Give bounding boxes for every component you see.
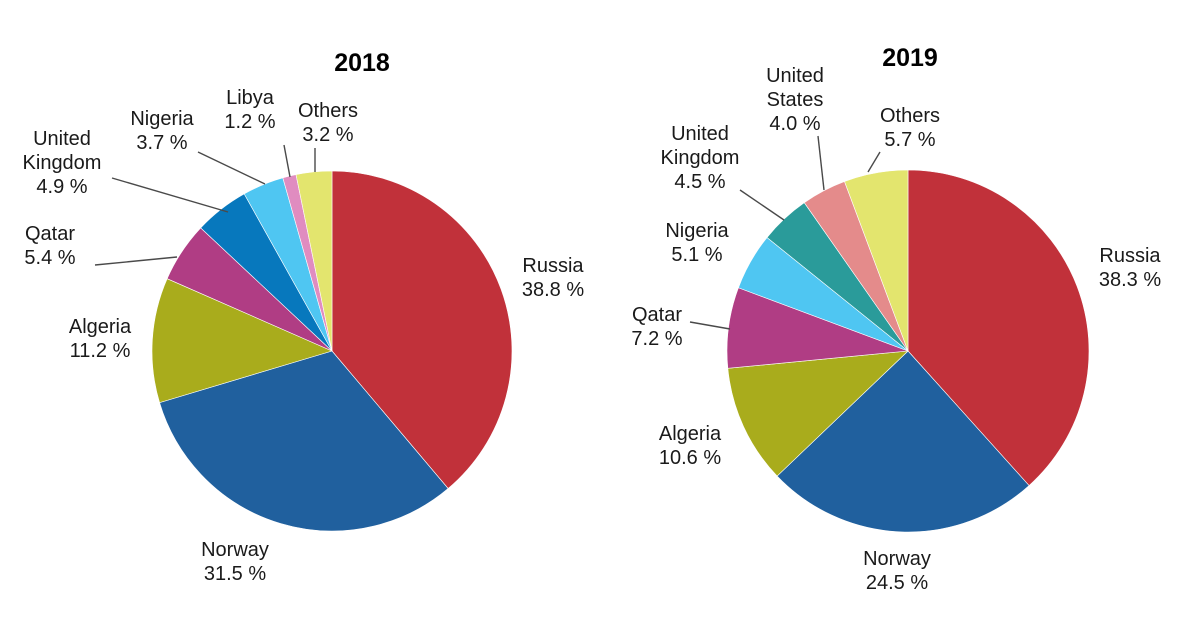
chart-title: 2019	[882, 44, 938, 72]
slice-value-label: 31.5 %	[204, 563, 266, 585]
leader-line	[197, 151, 266, 185]
slice-name-label: Norway	[863, 548, 931, 570]
slice-value-label: 24.5 %	[866, 572, 928, 594]
slice-others	[295, 170, 333, 352]
slice-value-label: 3.2 %	[302, 124, 353, 146]
slice-value-label: 4.5 %	[674, 171, 725, 193]
leader-line	[867, 151, 881, 173]
slice-name-label: Libya	[226, 87, 275, 109]
slice-value-label: 4.0 %	[769, 113, 820, 135]
slice-value-label: 3.7 %	[136, 132, 187, 154]
slice-value-label: 38.8 %	[522, 279, 584, 301]
slice-norway	[776, 350, 1030, 533]
slice-value-label: 38.3 %	[1099, 269, 1161, 291]
slice-value-label: 4.9 %	[36, 176, 87, 198]
slice-name-label: Russia	[522, 255, 584, 277]
slice-name-label: Others	[298, 100, 358, 122]
slice-name-label: Nigeria	[665, 220, 729, 242]
slice-russia	[907, 169, 1090, 486]
slice-algeria	[727, 350, 909, 477]
slice-value-label: 1.2 %	[224, 111, 275, 133]
slice-value-label: 7.2 %	[631, 328, 682, 350]
slice-name-label: United Kingdom	[661, 123, 740, 169]
leader-line	[94, 256, 178, 266]
slice-name-label: Qatar	[25, 223, 75, 245]
slice-value-label: 5.1 %	[671, 244, 722, 266]
slice-value-label: 11.2 %	[70, 340, 131, 362]
chart-title: 2018	[334, 49, 390, 77]
slice-others	[844, 169, 909, 352]
slice-norway	[159, 350, 449, 532]
slice-name-label: Nigeria	[130, 108, 194, 130]
slice-name-label: United States	[766, 65, 824, 111]
slice-value-label: 5.7 %	[884, 129, 935, 151]
leader-line	[111, 177, 229, 213]
leader-line	[817, 135, 825, 191]
slice-name-label: Russia	[1099, 245, 1161, 267]
slice-name-label: Others	[880, 105, 940, 127]
leader-line	[283, 144, 291, 178]
leader-line	[689, 321, 731, 330]
slice-name-label: Norway	[201, 539, 269, 561]
slice-value-label: 5.4 %	[24, 247, 75, 269]
slice-russia	[331, 170, 513, 489]
slice-algeria	[151, 278, 333, 403]
slice-name-label: Qatar	[632, 304, 682, 326]
slice-value-label: 10.6 %	[659, 447, 721, 469]
slice-name-label: United Kingdom	[23, 128, 102, 174]
slice-name-label: Algeria	[659, 423, 722, 445]
slice-name-label: Algeria	[69, 316, 132, 338]
leader-line	[739, 189, 785, 221]
